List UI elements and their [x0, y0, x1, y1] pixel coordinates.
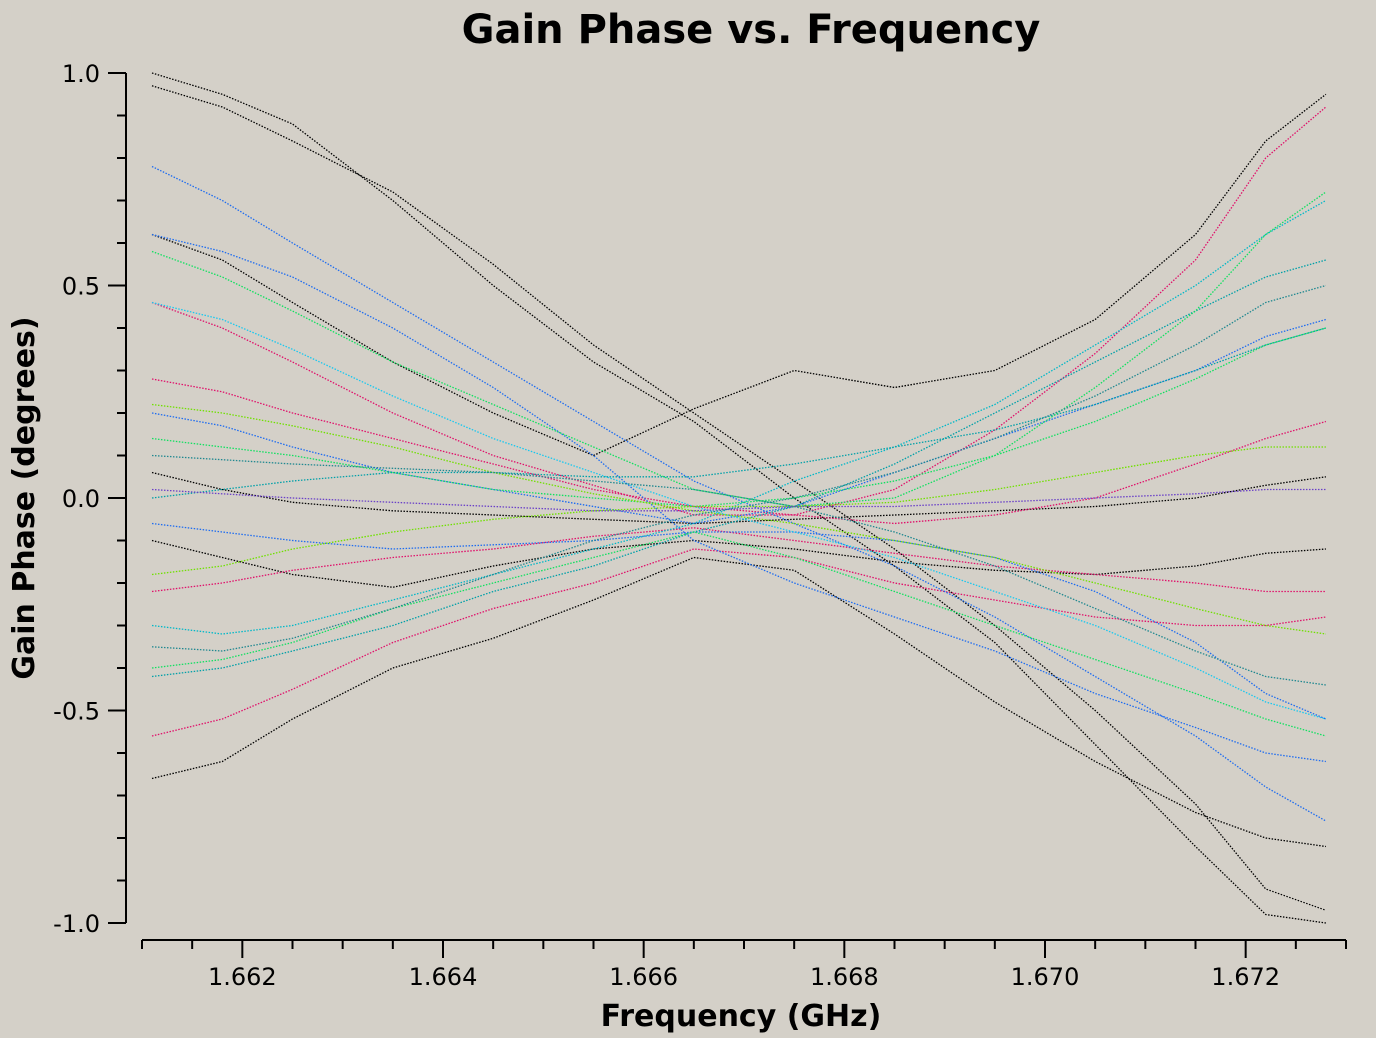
series-line-5: [151, 471, 1326, 525]
x-tick-label: 1.668: [810, 963, 879, 991]
series-line-6: [151, 539, 1326, 588]
chart-title: Gain Phase vs. Frequency: [462, 7, 1041, 53]
series-line-13: [151, 318, 1327, 525]
series-line-2: [151, 72, 1326, 924]
y-tick-label: -0.5: [53, 698, 100, 726]
series-line-3: [151, 93, 1327, 457]
series-line-9: [151, 378, 1327, 525]
y-tick-label: 0.0: [62, 485, 100, 513]
y-axis-label: Gain Phase (degrees): [7, 316, 42, 679]
series-layer: [151, 72, 1327, 924]
x-axis-ticks: 1.662 1.664 1.666 1.668 1.670 1.672: [141, 940, 1347, 991]
x-tick-label: 1.672: [1211, 963, 1280, 991]
series-line-12: [151, 233, 1326, 763]
series-line-24: [151, 284, 1327, 652]
series-line-17: [151, 327, 1327, 499]
y-tick-label: -1.0: [53, 910, 100, 938]
series-line-1: [151, 85, 1327, 911]
series-line-16: [151, 199, 1327, 635]
x-tick-label: 1.670: [1011, 963, 1080, 991]
series-line-25: [151, 454, 1326, 686]
series-line-19: [151, 191, 1327, 508]
series-line-23: [151, 446, 1326, 576]
series-line-11: [151, 165, 1327, 822]
series-line-21: [151, 327, 1327, 508]
series-line-26: [151, 488, 1326, 512]
y-tick-label: 1.0: [62, 60, 100, 88]
series-line-8: [151, 548, 1326, 737]
series-line-18: [151, 259, 1327, 678]
x-tick-label: 1.666: [609, 963, 678, 991]
x-tick-label: 1.662: [208, 963, 277, 991]
x-axis-label: Frequency (GHz): [601, 999, 882, 1034]
series-line-20: [151, 531, 1327, 737]
series-line-15: [151, 301, 1327, 720]
series-line-22: [151, 403, 1326, 635]
y-axis-ticks: 1.0 0.5 0.0 -0.5 -1.0: [53, 60, 126, 938]
series-line-7: [151, 106, 1327, 516]
series-line-4: [151, 556, 1326, 848]
series-line-14: [151, 522, 1327, 720]
x-tick-label: 1.664: [409, 963, 478, 991]
y-tick-label: 0.5: [62, 273, 100, 301]
series-line-10: [151, 527, 1326, 593]
